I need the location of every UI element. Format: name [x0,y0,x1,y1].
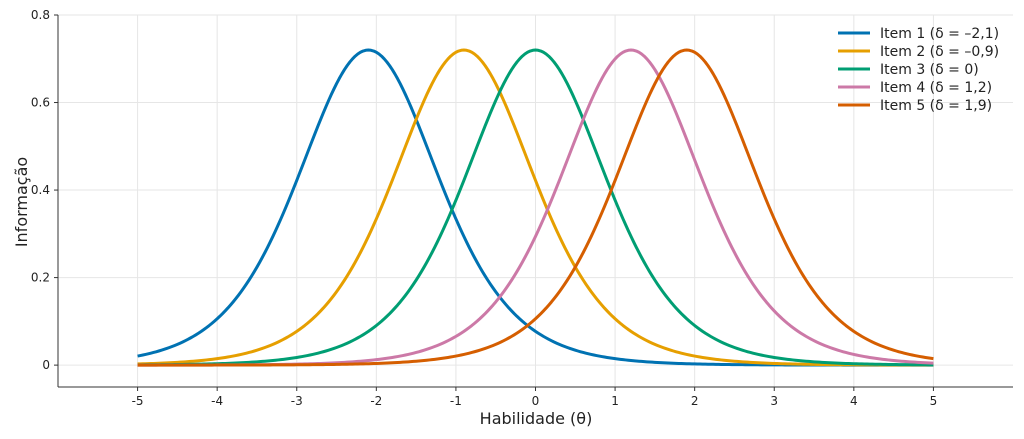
x-tick-label: 4 [850,394,858,408]
legend-label-item-1: Item 1 (δ = –2,1) [880,26,999,42]
x-tick-label: -3 [291,394,303,408]
x-tick-label: 1 [611,394,619,408]
legend-label-item-4: Item 4 (δ = 1,2) [880,80,992,96]
legend-label-item-2: Item 2 (δ = –0,9) [880,44,999,60]
series-line-item-2 [137,48,934,367]
x-tick-label: 2 [691,394,699,408]
legend-label-item-3: Item 3 (δ = 0) [880,62,979,78]
y-tick-label: 0.4 [31,183,50,197]
x-tick-label: 5 [930,394,938,408]
legend-label-item-5: Item 5 (δ = 1,9) [880,98,992,114]
x-tick-label: -1 [450,394,462,408]
tick-labels: -5 -4 -3 -2 -1 0 1 2 3 4 5 0 0.2 0.4 0.6 0.8 [31,8,937,408]
y-tick-label: 0 [42,358,50,372]
x-tick-label: -4 [211,394,223,408]
x-tick-label: -5 [132,394,144,408]
series-lines [137,48,934,367]
x-tick-label: -2 [370,394,382,408]
series-line-item-3 [137,48,934,367]
y-tick-label: 0.8 [31,8,50,22]
series-line-item-5 [137,48,934,367]
y-axis-title: Informação [12,157,31,247]
y-tick-label: 0.2 [31,271,50,285]
x-tick-label: 3 [770,394,778,408]
x-axis-title: Habilidade (θ) [480,409,593,428]
y-tick-label: 0.6 [31,96,50,110]
x-tick-label: 0 [532,394,540,408]
legend: Item 1 (δ = –2,1) Item 2 (δ = –0,9) Item 3… [838,26,999,114]
